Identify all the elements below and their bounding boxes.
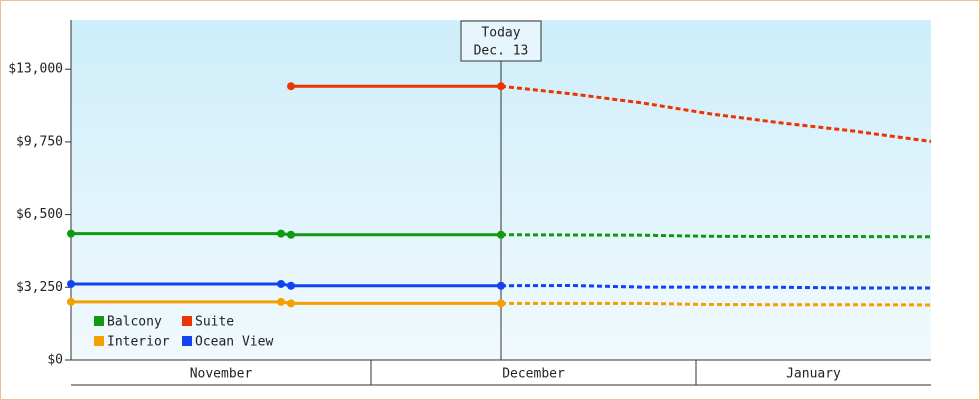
point: [277, 297, 285, 306]
point: [497, 82, 505, 91]
point: [67, 297, 75, 306]
series-line: [71, 232, 501, 237]
today-label: Today: [481, 26, 520, 41]
legend-swatch: [94, 336, 104, 346]
y-tick-label: $3,250: [16, 280, 63, 295]
point: [497, 230, 505, 239]
point: [497, 299, 505, 308]
legend-label: Interior: [107, 335, 170, 350]
point: [67, 279, 75, 288]
x-tick-label: December: [502, 367, 565, 382]
today-box: [460, 20, 542, 62]
point: [497, 281, 505, 290]
series-line: [71, 282, 501, 288]
point: [287, 281, 295, 290]
legend-swatch: [94, 316, 104, 326]
y-tick-label: $13,000: [8, 62, 63, 77]
forecast-line: [501, 301, 932, 307]
y-tick-label: $6,500: [16, 207, 63, 222]
y-tick-label: $9,750: [16, 134, 63, 149]
today-date: Dec. 13: [474, 44, 529, 59]
series-line: [71, 300, 501, 305]
forecast-line: [500, 284, 931, 290]
x-tick-label: November: [190, 367, 253, 382]
point: [67, 229, 75, 238]
x-tick-label: January: [786, 367, 841, 382]
legend-label: Balcony: [107, 315, 162, 330]
forecast-line: [500, 233, 932, 239]
point: [287, 82, 295, 91]
legend-swatch: [182, 316, 192, 326]
point: [277, 279, 285, 288]
point: [287, 299, 295, 308]
point: [287, 230, 295, 239]
point: [277, 229, 285, 238]
legend-swatch: [182, 336, 192, 346]
forecast-line: [500, 84, 932, 143]
legend-label: Ocean View: [195, 335, 273, 350]
legend-label: Suite: [195, 315, 234, 330]
y-tick-label: $0: [47, 353, 63, 368]
